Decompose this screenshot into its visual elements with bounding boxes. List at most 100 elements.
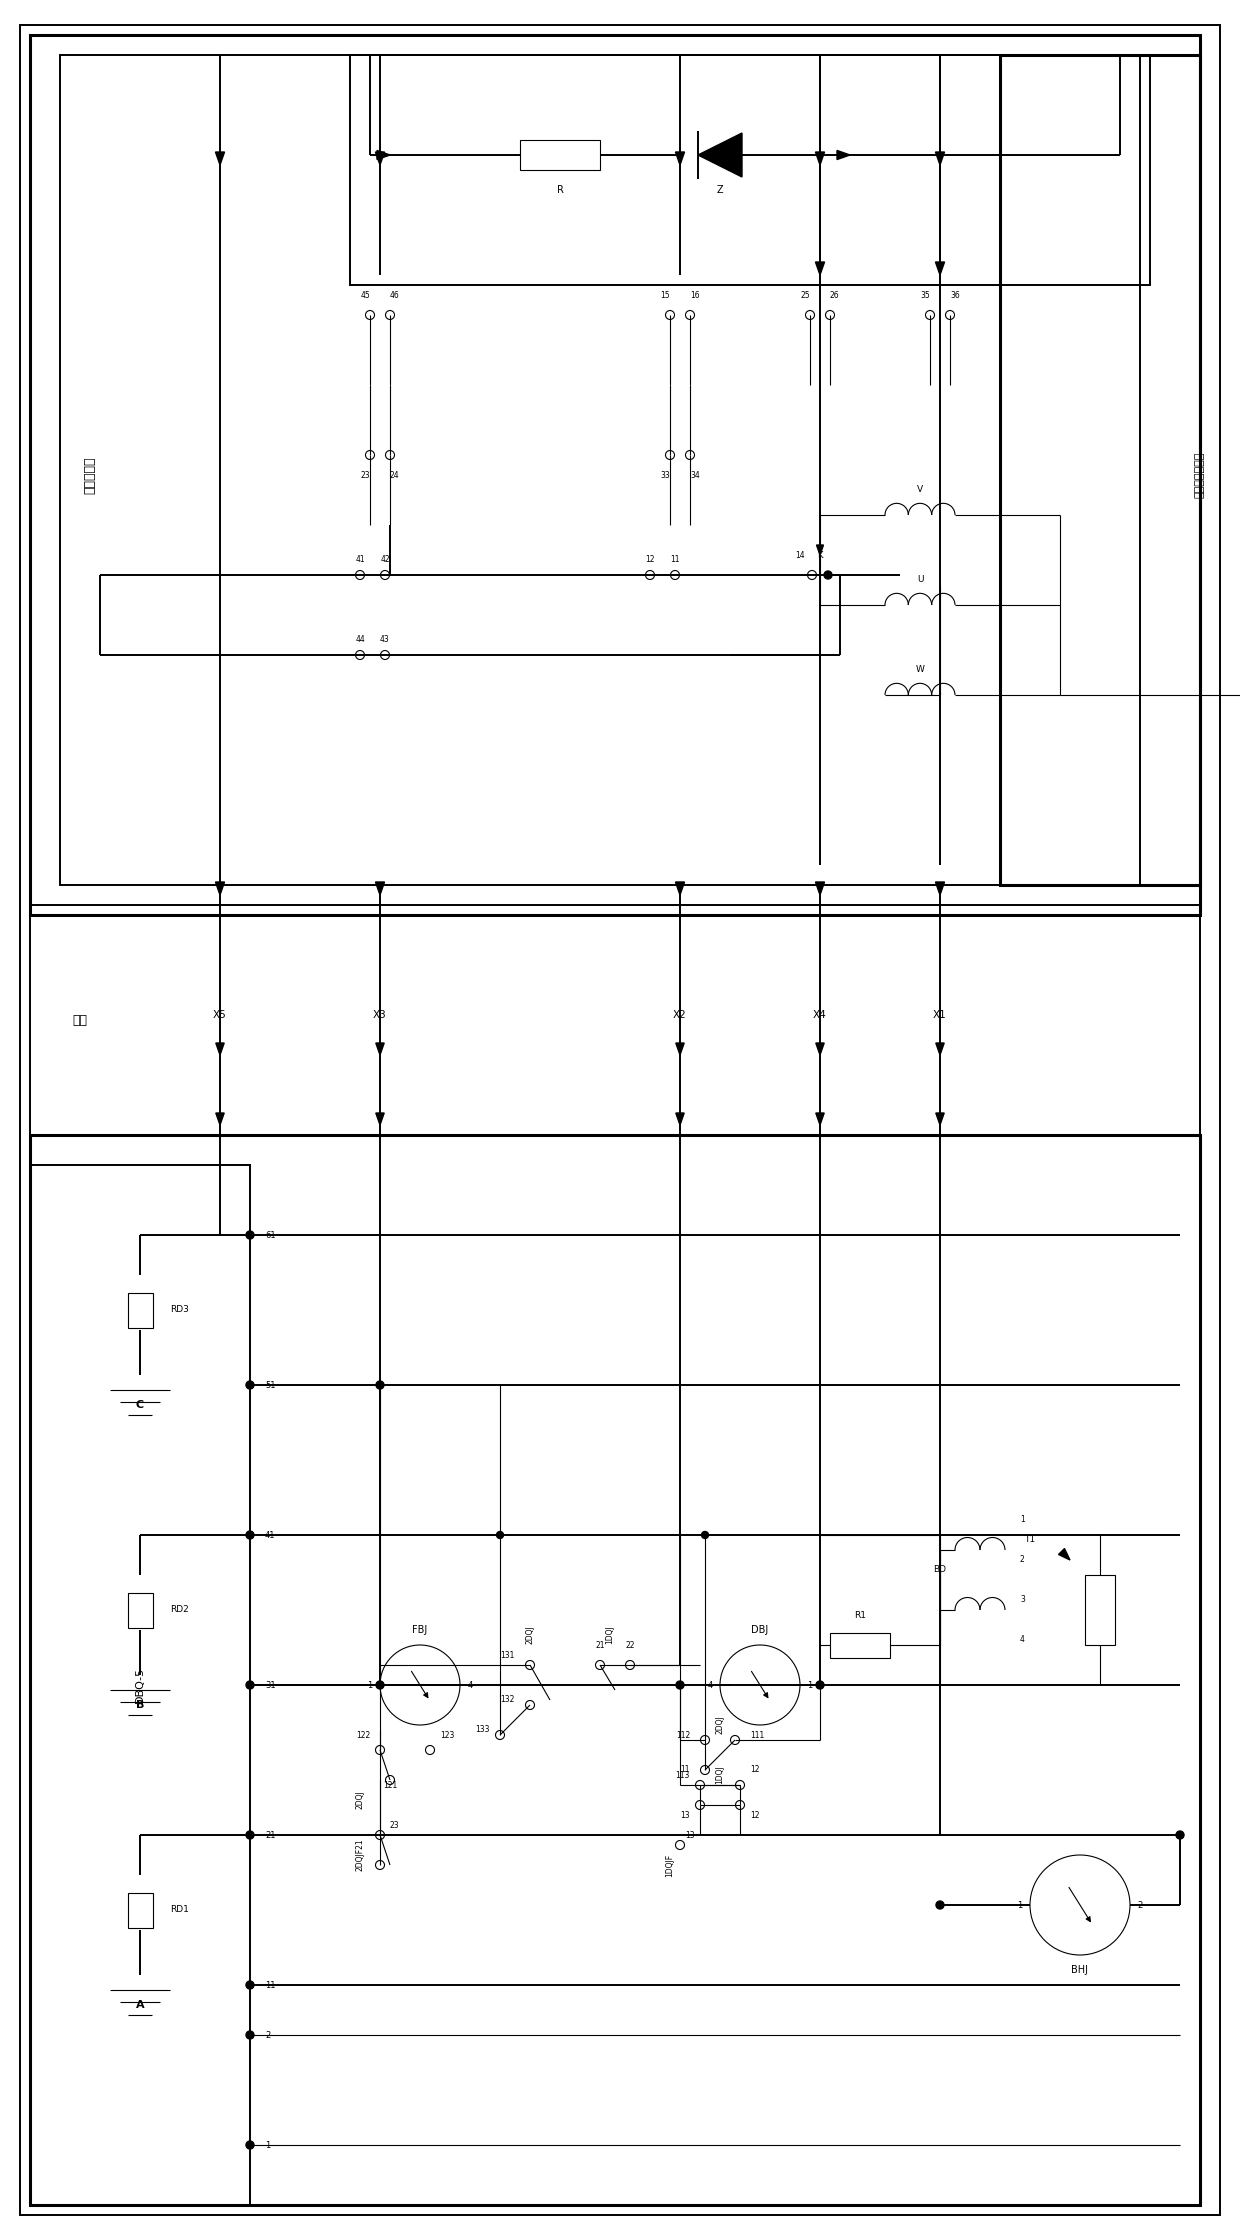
Text: 3: 3 [1021, 1596, 1025, 1605]
Circle shape [376, 1381, 384, 1388]
Text: 4: 4 [467, 1681, 472, 1690]
Text: RD2: RD2 [170, 1605, 188, 1614]
Text: A: A [135, 2000, 144, 2009]
Text: Z: Z [717, 186, 723, 194]
Text: 44: 44 [355, 635, 365, 644]
Polygon shape [816, 1113, 825, 1124]
Text: 26: 26 [830, 291, 839, 299]
Text: 1DQJF: 1DQJF [666, 1853, 675, 1877]
Text: 22: 22 [625, 1640, 635, 1649]
Text: 31: 31 [265, 1681, 275, 1690]
Bar [1085, 1576, 1115, 1645]
Text: 2DQJ: 2DQJ [356, 1790, 365, 1810]
Bar [999, 56, 1200, 885]
Text: 2: 2 [1021, 1556, 1024, 1564]
Text: 133: 133 [475, 1725, 490, 1734]
Bar [60, 56, 1140, 885]
Text: 36: 36 [950, 291, 960, 299]
Polygon shape [216, 152, 224, 165]
Text: 43: 43 [381, 635, 389, 644]
Text: V: V [916, 485, 923, 494]
Text: 2: 2 [265, 2032, 270, 2041]
Text: 2DQJ: 2DQJ [526, 1625, 534, 1645]
Text: 41: 41 [355, 557, 365, 565]
Circle shape [246, 1231, 254, 1238]
Polygon shape [816, 545, 823, 554]
Text: 4: 4 [707, 1681, 713, 1690]
Polygon shape [376, 152, 384, 165]
Polygon shape [676, 1044, 684, 1055]
Text: DBQ-5: DBQ-5 [135, 1667, 145, 1703]
Text: RD1: RD1 [170, 1906, 188, 1915]
Text: 12: 12 [750, 1766, 759, 1775]
Text: 33: 33 [660, 472, 670, 481]
Circle shape [1176, 1830, 1184, 1839]
Text: 15: 15 [661, 291, 670, 299]
Polygon shape [816, 1044, 825, 1055]
Text: 13: 13 [686, 1830, 694, 1839]
Polygon shape [676, 1113, 684, 1124]
Text: 121: 121 [383, 1781, 397, 1790]
Bar [128, 1292, 153, 1328]
Text: 25: 25 [800, 291, 810, 299]
Polygon shape [816, 883, 825, 894]
Bar [30, 1164, 250, 2206]
Text: 11: 11 [671, 557, 680, 565]
Polygon shape [216, 883, 224, 894]
Text: 电缆: 电缆 [72, 1012, 88, 1026]
Circle shape [246, 2032, 254, 2038]
Text: BD: BD [934, 1564, 946, 1573]
Circle shape [376, 1681, 384, 1690]
Circle shape [702, 1531, 708, 1538]
Text: U: U [916, 574, 924, 586]
Polygon shape [816, 152, 825, 165]
Text: RD3: RD3 [170, 1305, 188, 1314]
Text: 2DQJF21: 2DQJF21 [356, 1839, 365, 1871]
Polygon shape [676, 883, 684, 894]
Text: 21: 21 [595, 1640, 605, 1649]
Polygon shape [376, 1044, 384, 1055]
Polygon shape [816, 261, 825, 275]
Text: 51: 51 [265, 1381, 275, 1390]
Text: 12: 12 [750, 1810, 759, 1819]
Polygon shape [377, 150, 391, 159]
Text: 1: 1 [807, 1681, 812, 1690]
Polygon shape [376, 1113, 384, 1124]
Text: 1DQJ: 1DQJ [715, 1766, 724, 1784]
Text: 131: 131 [501, 1649, 515, 1661]
Polygon shape [216, 1113, 224, 1124]
Text: 34: 34 [689, 472, 699, 481]
Text: X1: X1 [934, 1010, 947, 1019]
Polygon shape [676, 152, 684, 165]
Text: FBJ: FBJ [413, 1625, 428, 1636]
Bar [30, 905, 1200, 1135]
Text: 11: 11 [265, 1980, 275, 1989]
Text: DBJ: DBJ [751, 1625, 769, 1636]
Polygon shape [936, 1044, 944, 1055]
Text: 132: 132 [501, 1696, 515, 1705]
Polygon shape [935, 261, 945, 275]
Text: X4: X4 [813, 1010, 827, 1019]
Text: 42: 42 [381, 557, 389, 565]
Text: 1: 1 [367, 1681, 373, 1690]
Circle shape [825, 570, 832, 579]
Text: K: K [817, 550, 823, 559]
Circle shape [936, 1902, 944, 1909]
Circle shape [246, 1531, 254, 1540]
Text: X2: X2 [673, 1010, 687, 1019]
Text: 46: 46 [391, 291, 399, 299]
Text: X3: X3 [373, 1010, 387, 1019]
Text: R: R [557, 186, 563, 194]
Text: 23: 23 [391, 1822, 399, 1830]
Polygon shape [698, 134, 742, 177]
Text: W: W [915, 666, 925, 675]
Circle shape [246, 1830, 254, 1839]
Text: 45: 45 [361, 291, 370, 299]
Bar [128, 1594, 153, 1627]
Text: 113: 113 [676, 1770, 689, 1779]
Text: 1: 1 [1021, 1515, 1024, 1524]
Text: 2: 2 [1137, 1900, 1142, 1909]
Text: 1DQJ: 1DQJ [605, 1625, 615, 1645]
Polygon shape [837, 150, 849, 159]
Text: 122: 122 [356, 1730, 370, 1739]
